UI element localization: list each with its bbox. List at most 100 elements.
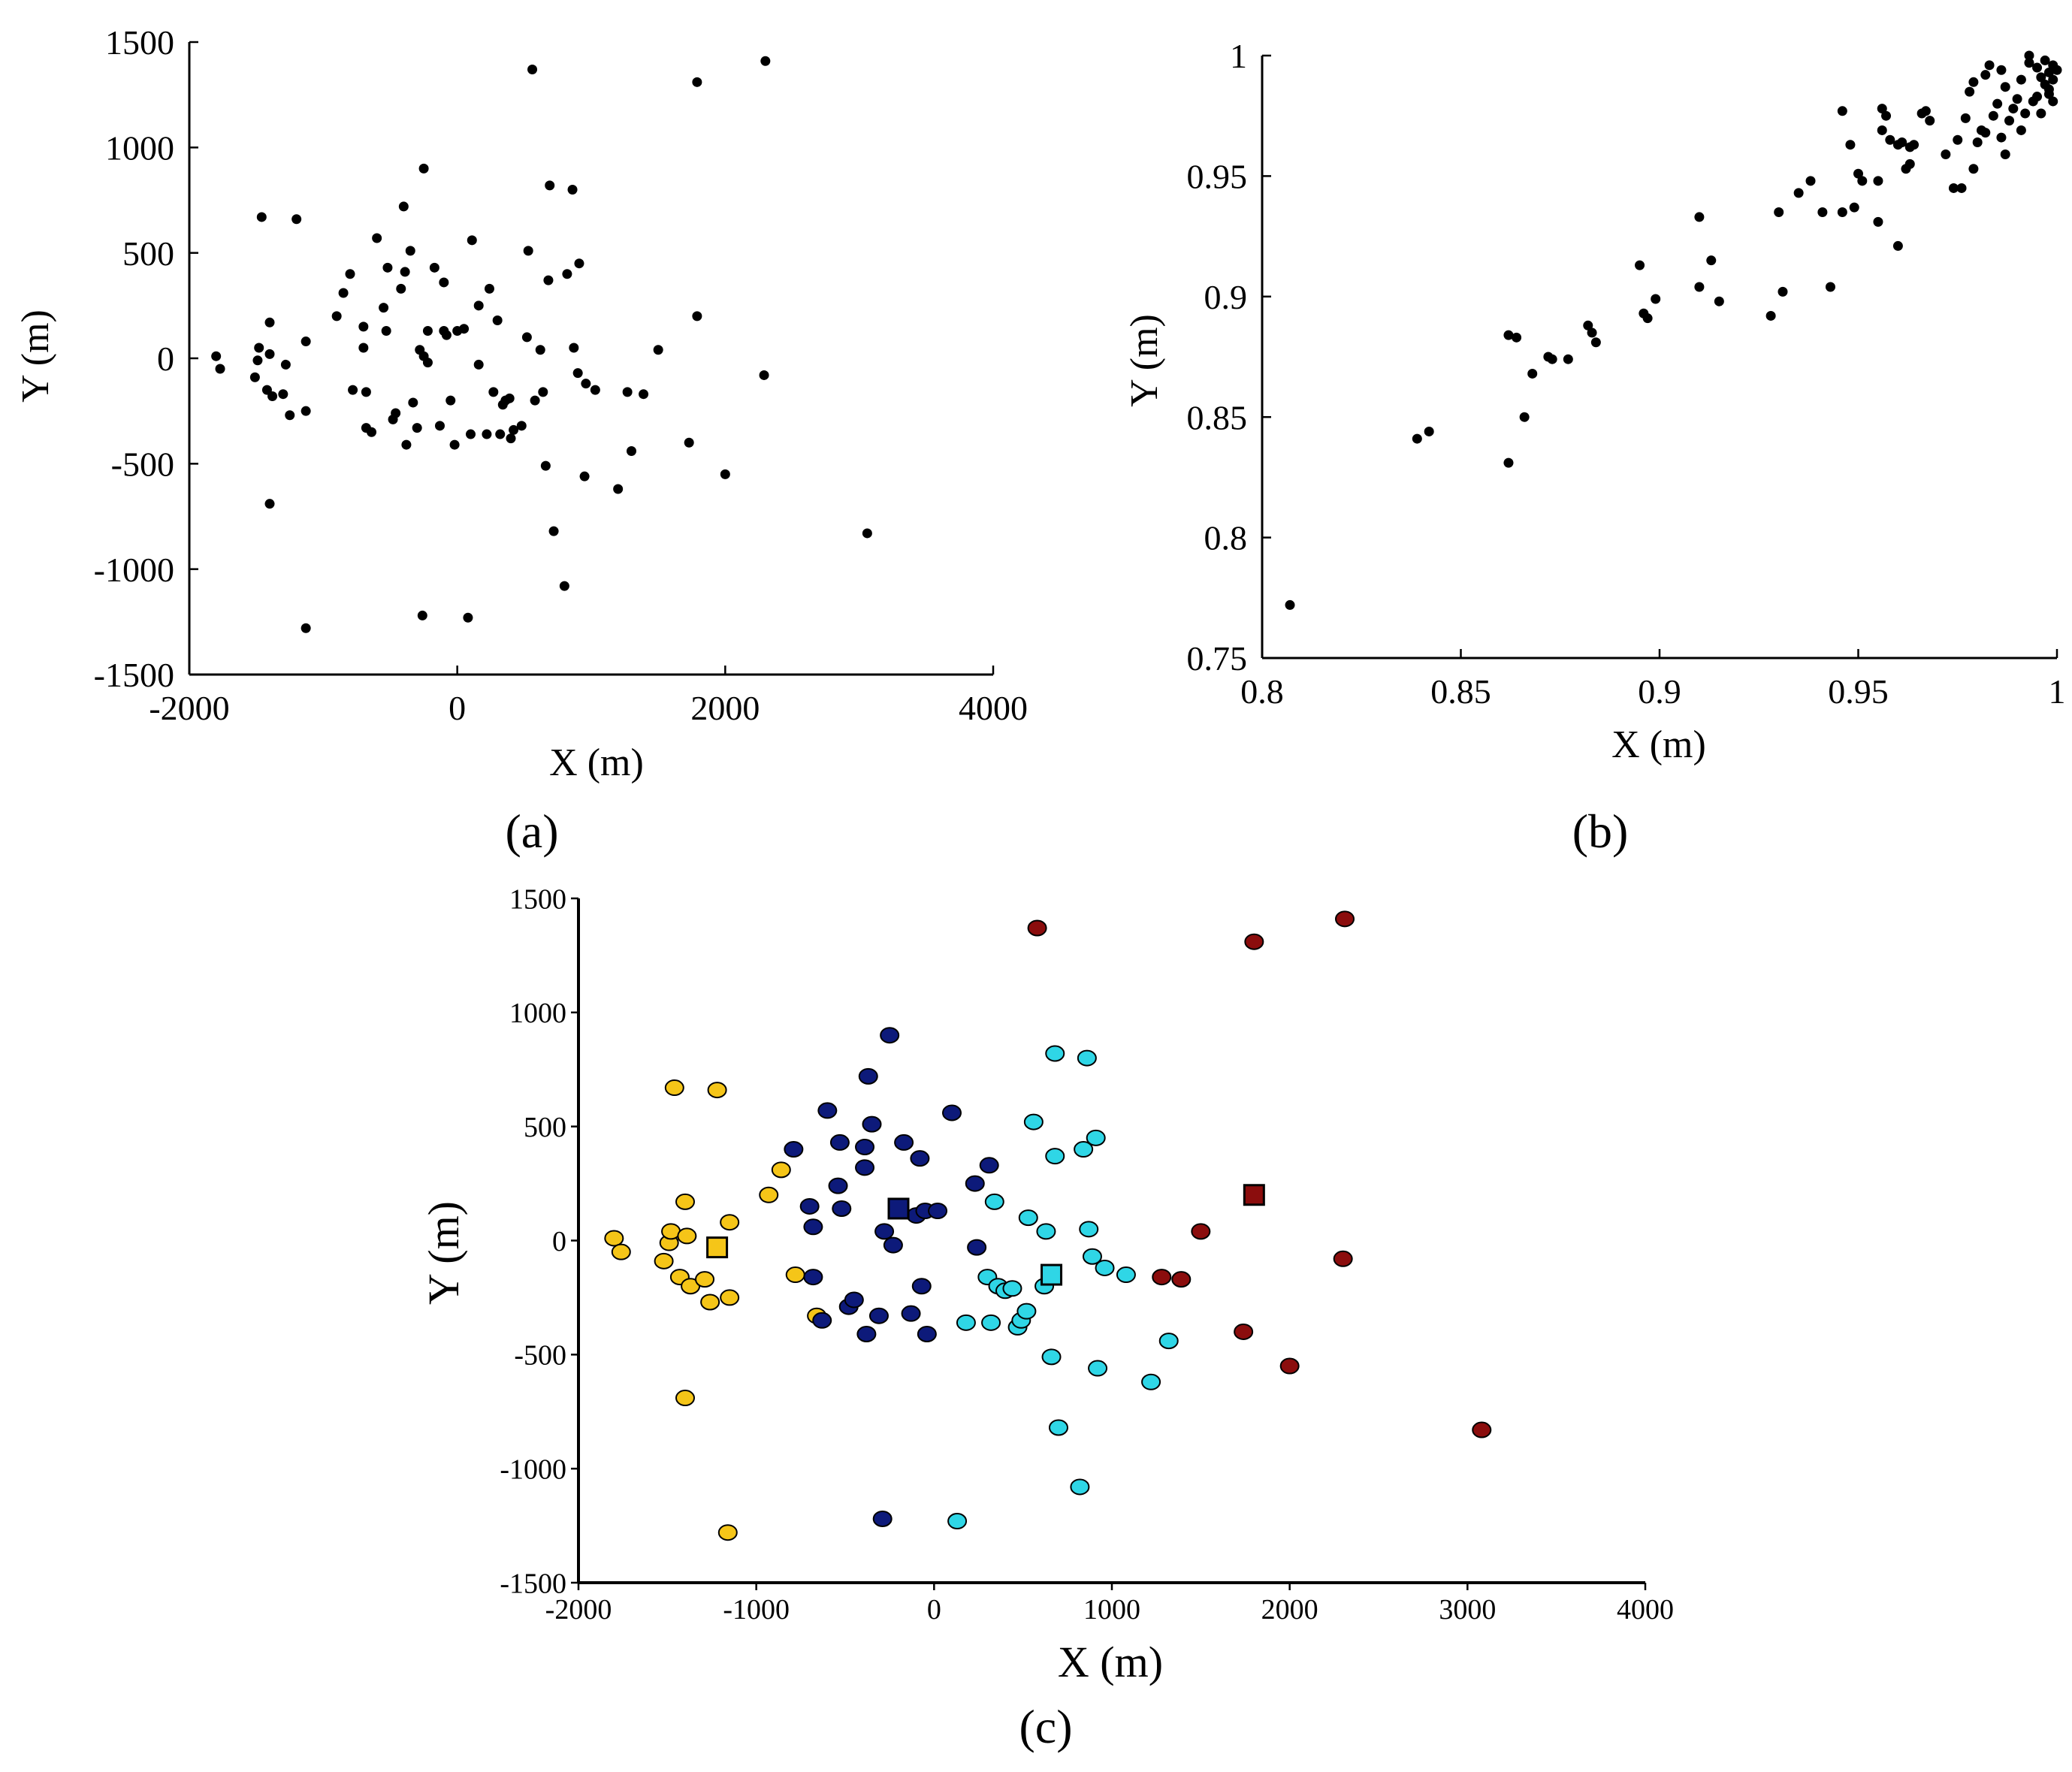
data-point-b	[1547, 354, 1557, 364]
data-point-a	[331, 311, 342, 321]
data-point-a	[579, 471, 590, 481]
data-point-b	[2052, 65, 2062, 75]
axes-b	[1261, 56, 2057, 660]
data-point-b	[2016, 125, 2026, 135]
data-point-a	[291, 214, 302, 225]
cluster-center-cluster-yellow	[706, 1236, 729, 1259]
data-point-b	[1635, 260, 1645, 270]
data-point-b	[1980, 70, 1991, 80]
data-point-a	[381, 326, 391, 337]
y-tick-label-c: 1000	[509, 998, 566, 1029]
data-point-a	[572, 368, 583, 379]
data-point-a	[264, 499, 275, 509]
data-point-cluster-navy	[880, 1027, 900, 1044]
data-point-cluster-navy	[844, 1291, 864, 1309]
data-point-cluster-navy	[803, 1269, 823, 1286]
data-point-a	[401, 439, 412, 450]
data-point-b	[2036, 72, 2046, 83]
data-point-a	[581, 379, 591, 389]
data-point-cluster-navy	[910, 1150, 930, 1167]
data-point-cluster-cyan	[981, 1314, 1001, 1331]
data-point-cluster-cyan	[1036, 1223, 1056, 1240]
data-point-b	[1706, 255, 1717, 266]
data-point-b	[2032, 62, 2043, 73]
data-point-a	[622, 387, 633, 397]
cluster-center-cluster-darkred	[1243, 1184, 1265, 1206]
data-point-a	[382, 262, 393, 273]
data-point-a	[467, 235, 477, 246]
data-point-a	[358, 321, 369, 332]
data-point-b	[1590, 337, 1601, 348]
data-point-cluster-darkred	[1333, 1250, 1353, 1267]
data-point-b	[2024, 58, 2034, 68]
cluster-center-cluster-cyan	[1041, 1263, 1063, 1286]
data-point-b	[1972, 137, 1983, 147]
data-point-a	[285, 410, 295, 421]
data-point-b	[1694, 282, 1705, 292]
data-point-a	[559, 581, 569, 591]
data-point-cluster-darkred	[1335, 910, 1355, 928]
data-point-a	[627, 445, 636, 456]
data-point-a	[211, 351, 222, 361]
data-point-b	[2004, 116, 2015, 126]
data-point-a	[692, 311, 702, 321]
data-point-cluster-navy	[812, 1312, 832, 1329]
data-point-cluster-yellow	[785, 1266, 805, 1284]
data-point-cluster-cyan	[984, 1193, 1004, 1210]
data-point-a	[473, 300, 484, 311]
data-point-b	[1968, 77, 1979, 87]
data-point-cluster-cyan	[1158, 1333, 1179, 1350]
data-point-b	[1853, 168, 1863, 179]
data-point-a	[417, 610, 427, 620]
data-point-a	[405, 246, 415, 256]
data-point-cluster-cyan	[1016, 1303, 1037, 1320]
data-point-b	[1424, 426, 1434, 436]
data-point-cluster-cyan	[1141, 1373, 1161, 1390]
data-point-a	[215, 364, 225, 374]
data-point-cluster-navy	[911, 1278, 932, 1295]
data-point-b	[1587, 328, 1597, 338]
x-tick-label-c: -2000	[545, 1594, 612, 1626]
data-point-cluster-navy	[868, 1307, 889, 1324]
data-point-a	[429, 262, 439, 273]
data-point-a	[358, 343, 369, 353]
data-point-b	[1837, 106, 1847, 116]
data-point-cluster-navy	[965, 1175, 985, 1192]
x-tick-label-b: 0.85	[1430, 672, 1491, 711]
marks-a	[211, 56, 872, 633]
data-point-a	[720, 469, 730, 479]
panel-a: -2000 0 2000 4000 -1500 -1000 -500 0 500 1000 1500…	[14, 23, 1028, 858]
data-point-a	[301, 337, 311, 347]
data-point-a	[473, 359, 484, 370]
y-tick-label-b: 0.95	[1187, 158, 1248, 196]
data-point-b	[2040, 55, 2050, 65]
data-point-a	[521, 332, 532, 343]
caption-c: (c)	[1019, 1700, 1072, 1753]
data-point-a	[574, 258, 584, 269]
data-point-a	[482, 429, 492, 439]
data-point-b	[1512, 332, 1522, 343]
marks-c	[604, 910, 1492, 1541]
caption-b: (b)	[1572, 804, 1629, 858]
y-tick-label-a: 500	[122, 234, 174, 273]
data-point-a	[760, 56, 771, 66]
data-point-cluster-yellow	[717, 1524, 738, 1541]
data-point-b	[1778, 286, 1788, 297]
panel-b: 0.8 0.85 0.9 0.95 10.750.80.850.90.951 X (m)…	[1123, 37, 2066, 858]
data-point-b	[2020, 108, 2031, 119]
y-axis-label-b: Y (m)	[1123, 314, 1166, 407]
y-tick-label-b: 1	[1230, 37, 1247, 75]
data-point-a	[441, 330, 452, 340]
data-point-b	[1857, 176, 1868, 186]
data-point-b	[1988, 110, 1998, 121]
panel-c: -2000 -1000 0 1000 2000 3000 4000 -1500 -1000 -50…	[419, 883, 1674, 1753]
data-point-cluster-navy	[817, 1102, 838, 1119]
data-point-cluster-yellow	[677, 1227, 697, 1245]
data-point-cluster-navy	[901, 1305, 921, 1322]
data-point-a	[301, 623, 311, 633]
data-point-cluster-darkred	[1027, 919, 1047, 937]
data-point-cluster-cyan	[1045, 1148, 1065, 1165]
x-tick-label-c: 4000	[1617, 1594, 1674, 1626]
y-tick-label-c: 1500	[509, 883, 566, 915]
x-tick-label-c: 3000	[1439, 1594, 1496, 1626]
